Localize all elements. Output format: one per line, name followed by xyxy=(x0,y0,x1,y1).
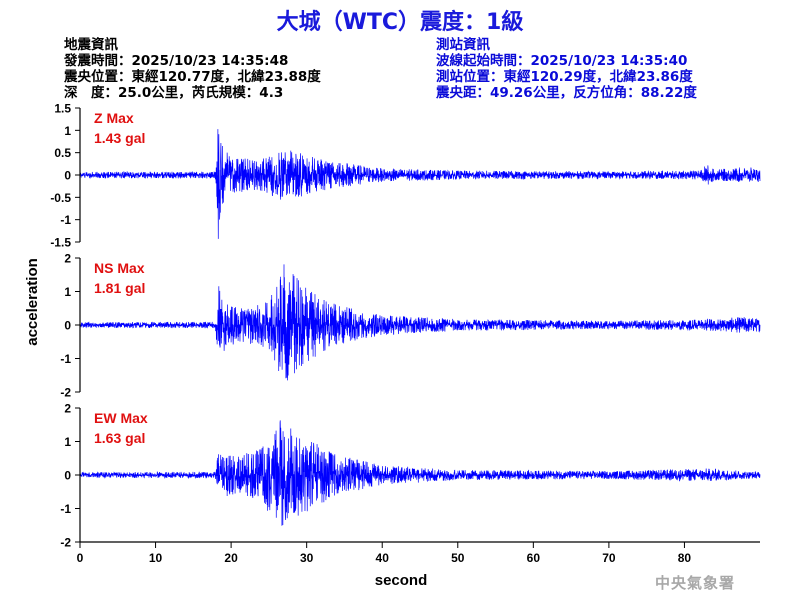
y-tick-label: -1.5 xyxy=(50,236,71,250)
x-tick-label: 20 xyxy=(224,551,238,565)
max-value: 1.43 gal xyxy=(94,130,145,146)
x-tick-label: 80 xyxy=(678,551,692,565)
epicenter: 震央位置：東經120.77度，北緯23.88度 xyxy=(64,69,321,85)
station-info-heading: 測站資訊 xyxy=(436,37,490,53)
panel-z: 1.5 1 0.5 0 -0.5 -1 -1.5 Z Max 1.43 gal xyxy=(50,102,761,250)
y-tick-label: 0 xyxy=(64,319,71,333)
x-tick-label: 50 xyxy=(451,551,465,565)
y-tick-label: 0.5 xyxy=(54,146,71,160)
x-tick-label: 0 xyxy=(77,551,84,565)
y-tick-label: 0 xyxy=(64,469,71,483)
max-value: 1.63 gal xyxy=(94,430,145,446)
x-tick-label: 40 xyxy=(376,551,390,565)
y-tick-label: 1.5 xyxy=(54,102,71,116)
origin-time: 發震時間：2025/10/23 14:35:48 xyxy=(64,53,289,69)
chart-title: 大城（WTC）震度：1級 xyxy=(276,10,524,35)
x-tick-label: 10 xyxy=(149,551,163,565)
earthquake-info: 地震資訊 發震時間：2025/10/23 14:35:48 震央位置：東經120… xyxy=(64,37,321,101)
station-info: 測站資訊 波線起始時間：2025/10/23 14:35:40 測站位置：東經1… xyxy=(436,37,697,101)
wave-start-time: 波線起始時間：2025/10/23 14:35:40 xyxy=(436,53,688,69)
x-tick-label: 30 xyxy=(300,551,314,565)
y-tick-label: 1 xyxy=(64,124,71,138)
waveform-ns xyxy=(79,264,761,381)
distance-azimuth: 震央距：49.26公里，反方位角：88.22度 xyxy=(436,85,697,101)
agency-credit: 中央氣象署 xyxy=(655,574,736,592)
depth-magnitude: 深 度：25.0公里，芮氏規模：4.3 xyxy=(64,85,284,101)
y-tick-label: 1 xyxy=(64,435,71,449)
panel-ns: 2 1 0 -1 -2 NS Max 1.81 gal xyxy=(60,252,761,400)
station-location: 測站位置：東經120.29度，北緯23.86度 xyxy=(436,69,693,85)
y-axis-label: acceleration xyxy=(24,258,41,346)
y-tick-label: 1 xyxy=(64,285,71,299)
waveform-z xyxy=(79,129,761,239)
y-tick-label: -0.5 xyxy=(50,191,71,205)
y-tick-label: -2 xyxy=(60,536,71,550)
waveform-ew xyxy=(79,420,761,526)
y-tick-label: 0 xyxy=(64,169,71,183)
x-axis-label: second xyxy=(375,572,428,589)
y-tick-label: -1 xyxy=(60,352,71,366)
y-tick-label: 2 xyxy=(64,402,71,416)
max-label: NS Max xyxy=(94,260,145,276)
y-tick-label: -1 xyxy=(60,213,71,227)
x-tick-label: 70 xyxy=(602,551,616,565)
max-value: 1.81 gal xyxy=(94,280,145,296)
panel-ew: 2 1 0 -1 -2 EW Max 1.63 gal xyxy=(60,402,761,550)
y-tick-label: 2 xyxy=(64,252,71,266)
max-label: Z Max xyxy=(94,110,134,126)
x-tick-label: 60 xyxy=(527,551,541,565)
earthquake-info-heading: 地震資訊 xyxy=(64,37,118,53)
y-tick-label: -1 xyxy=(60,502,71,516)
y-tick-label: -2 xyxy=(60,386,71,400)
max-label: EW Max xyxy=(94,410,148,426)
